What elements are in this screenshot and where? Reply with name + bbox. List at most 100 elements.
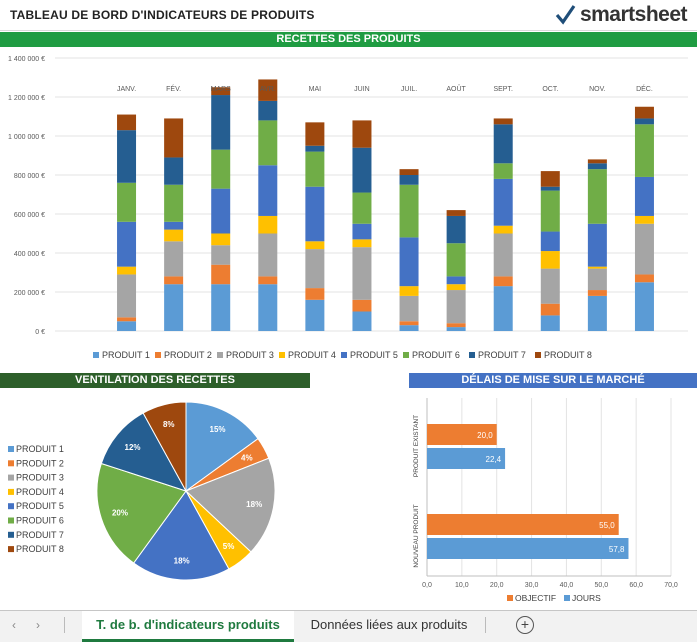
tab-linked-data[interactable]: Données liées aux produits [310,617,468,632]
pie-data-label: 15% [210,425,226,434]
legend-label: PRODUIT 8 [16,544,64,554]
bar-segment [305,288,325,300]
legend-swatch [535,352,541,358]
x-tick-label: 60,0 [629,582,643,589]
x-tick-label: AVR. [260,86,276,93]
bar-segment [399,286,419,296]
bar-segment [117,274,137,318]
bar-segment [446,210,466,216]
bar-segment [634,106,654,119]
bar-segment [164,118,184,158]
bar-segment [399,321,419,326]
bar-segment [540,268,560,304]
bar-segment [446,284,466,291]
x-tick-label: SEPT. [493,86,513,93]
x-tick-label: 70,0 [664,582,678,589]
bar-segment [305,241,325,250]
legend-label: PRODUIT 1 [102,350,150,360]
legend-label: PRODUIT 7 [16,530,64,540]
section-recettes-header: RECETTES DES PRODUITS [0,32,697,47]
x-tick-label: JANV. [117,86,136,93]
pie-data-label: 8% [163,420,175,429]
smartsheet-logo: smartsheet [554,3,688,27]
bar-segment [164,157,184,185]
bar-segment [493,225,513,234]
legend-swatch [469,352,475,358]
legend-swatch [8,446,14,452]
title-bar [0,0,697,31]
pie-data-label: 5% [223,542,235,551]
bar-segment [258,284,278,331]
bar-segment [211,87,231,96]
pie-slice [96,462,187,564]
bar-segment [399,325,419,331]
bar-segment [587,266,607,269]
tab-prev-icon[interactable]: ‹ [12,618,16,632]
x-tick-label: MAI [309,86,322,93]
y-tick-label: 400 000 € [14,251,45,258]
bar-segment [493,233,513,277]
bar-segment [258,215,278,234]
bar-segment [117,321,137,331]
y-tick-label: 1 200 000 € [8,95,45,102]
bar-segment [446,215,466,244]
logo-text: smartsheet [579,3,688,26]
legend-swatch [8,460,14,467]
legend-label: PRODUIT 4 [288,350,336,360]
bar-segment [634,215,654,224]
legend-label: PRODUIT 6 [16,516,64,526]
bar-segment [164,229,184,242]
legend-label: PRODUIT 2 [164,350,212,360]
revenue-stacked-bar-chart: 0 € 200 000 € 400 000 € 600 000 € 800 000 € 1… [8,56,688,360]
x-tick-label: 20,0 [490,582,504,589]
pie-data-label: 4% [241,454,253,463]
section-delais-header: DÉLAIS DE MISE SUR LE MARCHÉ [409,373,697,388]
bar-segment [211,95,231,150]
pie-data-label: 18% [174,556,190,565]
bar-segment [117,130,137,183]
add-sheet-icon[interactable]: + [516,616,534,634]
bar-segment [352,223,372,240]
pie-slice [100,412,188,492]
bar-segment [587,290,607,296]
tab-dashboard[interactable]: T. de b. d'indicateurs produits [82,611,294,642]
legend-label: PRODUIT 5 [16,501,64,511]
bar-segment [587,268,607,291]
bar-segment [211,149,231,189]
legend-swatch [341,352,347,358]
bar-segment [399,237,419,287]
x-tick-label: JUIL. [401,86,417,93]
bar-segment [211,188,231,234]
x-tick-label: AOÛT [446,84,466,93]
legend-label: JOURS [572,593,601,603]
bar-segment [446,323,466,328]
bar-segment [211,233,231,246]
bar-segment [258,120,278,166]
bar-segment [258,276,278,285]
legend-label: PRODUIT 3 [16,473,64,483]
bar-segment [493,124,513,164]
sheet-tab-bar: ‹ › T. de b. d'indicateurs produits Donn… [0,610,697,642]
pie-data-label: 20% [112,508,128,517]
x-tick-label: 30,0 [525,582,539,589]
bar-segment [634,223,654,275]
bar-segment [493,276,513,287]
bar [427,448,506,469]
bar-segment [117,114,137,131]
legend-label: PRODUIT 4 [16,487,64,497]
x-tick-label: NOV. [589,86,606,93]
bar-data-label: 20,0 [477,431,493,440]
tab-divider [485,617,486,633]
legend-swatch [8,488,14,495]
x-tick-label: OCT. [542,86,558,93]
bar-segment [117,266,137,275]
bar-segment [117,182,137,222]
y-category-label: NOUVEAU PRODUIT [413,504,420,567]
bar-segment [352,247,372,300]
bar-segment [493,163,513,179]
tab-next-icon[interactable]: › [36,618,40,632]
bar-segment [305,145,325,152]
bar-segment [587,295,607,331]
pie-slice [185,401,259,492]
bar-segment [446,327,466,331]
